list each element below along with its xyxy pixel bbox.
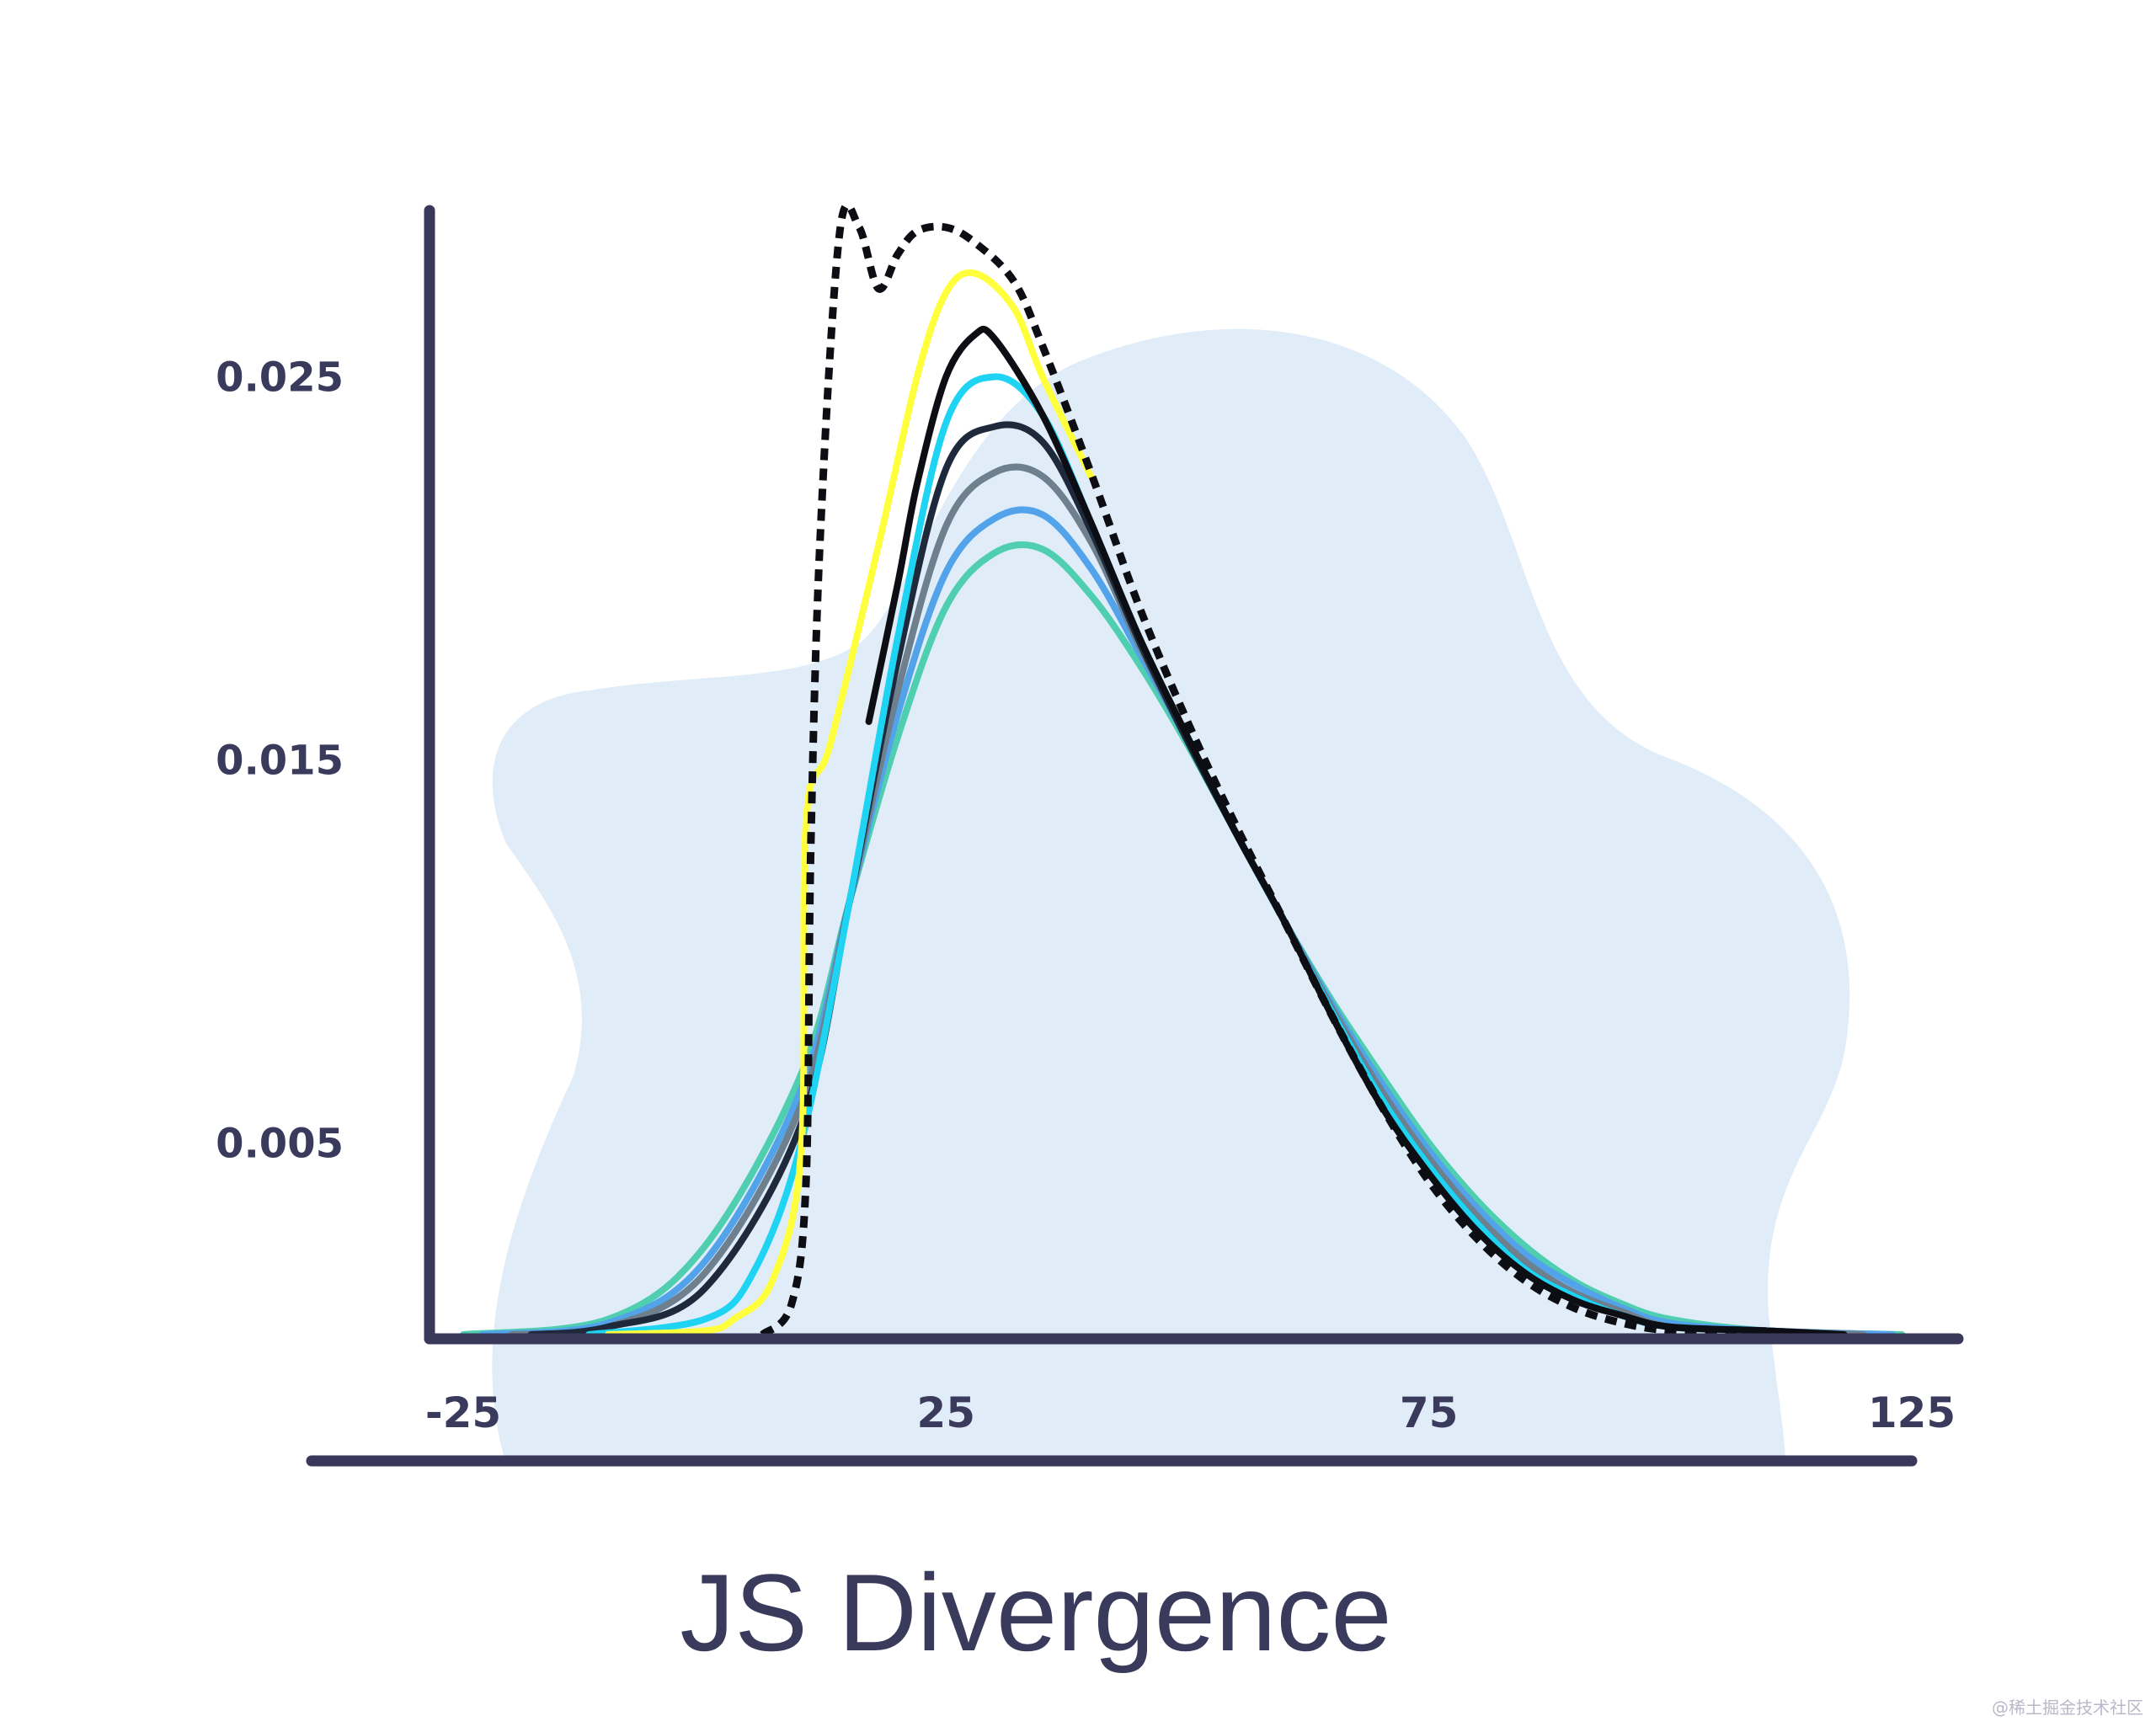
x-tick-labels: -25 25 75 125 (425, 1388, 1956, 1437)
x-tick-label: 25 (917, 1388, 976, 1437)
x-tick-label: 125 (1868, 1388, 1956, 1437)
y-tick-label: 0.015 (216, 738, 344, 785)
x-tick-label: 75 (1400, 1388, 1459, 1437)
background-blob (492, 328, 1850, 1462)
series-line-8 (760, 201, 1748, 1339)
chart-title: JS Divergence (680, 1551, 1391, 1674)
series-line-7 (605, 269, 1095, 1338)
y-tick-label: 0.005 (216, 1121, 344, 1168)
watermark: @稀土掘金技术社区 (1992, 1697, 2143, 1718)
y-tick-labels: 0.025 0.015 0.005 (216, 354, 344, 1168)
series-line-6 (865, 326, 1848, 1338)
y-tick-label: 0.025 (216, 354, 344, 402)
x-tick-label: -25 (425, 1388, 501, 1437)
series-layer (460, 201, 1906, 1339)
